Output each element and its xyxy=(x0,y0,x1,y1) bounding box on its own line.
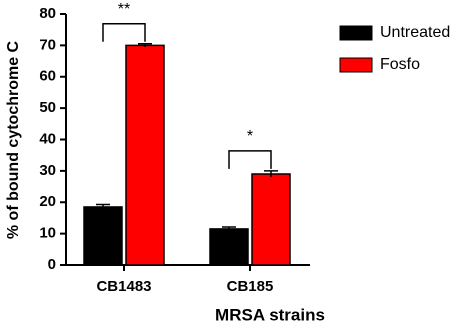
legend-label: Untreated xyxy=(380,24,450,41)
y-tick-label: 0 xyxy=(48,256,56,273)
x-tick-label: CB1483 xyxy=(96,278,151,295)
error-bar xyxy=(264,170,278,178)
y-tick-label: 60 xyxy=(39,68,56,85)
y-tick-label: 50 xyxy=(39,99,56,116)
significance-label: * xyxy=(247,128,253,145)
error-bar xyxy=(222,226,236,231)
significance-bracket xyxy=(102,23,146,42)
x-axis-title: MRSA strains xyxy=(215,305,325,324)
legend-swatch xyxy=(339,25,373,41)
x-tick-label: CB185 xyxy=(227,278,274,295)
y-axis-title: % of bound cytochrome C xyxy=(5,40,22,239)
bar xyxy=(125,44,165,266)
bar xyxy=(83,206,123,266)
y-tick-label: 70 xyxy=(39,36,56,53)
error-bar xyxy=(138,43,152,47)
significance-label: ** xyxy=(118,1,130,18)
y-tick-label: 20 xyxy=(39,193,56,210)
bar xyxy=(251,173,291,266)
bar xyxy=(209,228,249,266)
legend-label: Fosfo xyxy=(380,56,420,73)
legend-swatch xyxy=(339,57,373,73)
y-tick-label: 40 xyxy=(39,130,56,147)
y-tick-label: 10 xyxy=(39,225,56,242)
significance-bracket xyxy=(228,150,272,169)
y-tick-label: 80 xyxy=(39,5,56,22)
error-bar xyxy=(96,203,110,210)
y-tick-label: 30 xyxy=(39,162,56,179)
